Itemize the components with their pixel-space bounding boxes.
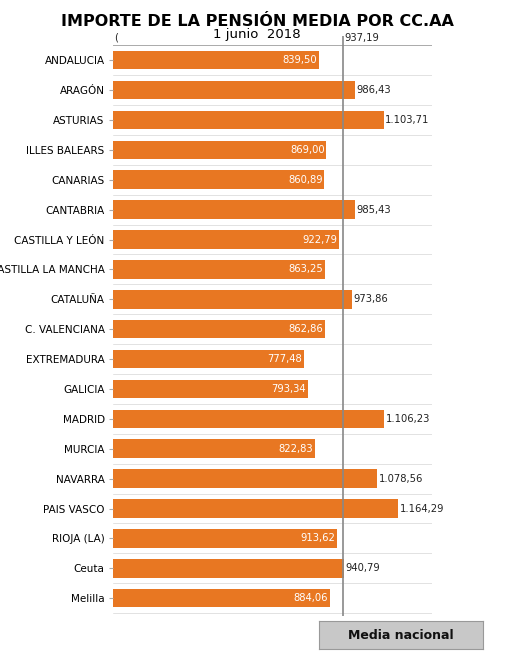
Bar bbox=[113, 559, 344, 577]
Text: 973,86: 973,86 bbox=[353, 295, 388, 304]
Text: 839,50: 839,50 bbox=[283, 55, 318, 65]
Text: 1.164,29: 1.164,29 bbox=[400, 503, 445, 513]
Bar bbox=[113, 529, 337, 548]
Bar bbox=[113, 350, 304, 368]
Text: (: ( bbox=[114, 33, 118, 43]
Text: 913,62: 913,62 bbox=[301, 533, 336, 544]
Text: 1.106,23: 1.106,23 bbox=[386, 414, 430, 424]
Bar bbox=[113, 171, 324, 189]
Text: 860,89: 860,89 bbox=[288, 175, 323, 185]
Text: 1 junio  2018: 1 junio 2018 bbox=[213, 28, 301, 42]
Text: 940,79: 940,79 bbox=[345, 563, 380, 573]
Bar bbox=[113, 320, 325, 339]
Bar bbox=[113, 290, 352, 308]
Text: 985,43: 985,43 bbox=[356, 205, 391, 215]
Text: 863,25: 863,25 bbox=[288, 264, 323, 274]
Text: 777,48: 777,48 bbox=[267, 354, 302, 364]
Bar bbox=[113, 111, 383, 129]
Bar bbox=[113, 81, 355, 100]
Text: 862,86: 862,86 bbox=[288, 324, 323, 334]
Bar bbox=[113, 410, 384, 428]
Bar bbox=[113, 260, 325, 279]
Bar bbox=[113, 469, 377, 488]
Text: 884,06: 884,06 bbox=[294, 593, 328, 603]
Bar bbox=[113, 440, 315, 458]
Bar bbox=[113, 500, 398, 518]
Text: 869,00: 869,00 bbox=[290, 145, 325, 155]
Text: 1.103,71: 1.103,71 bbox=[385, 115, 430, 125]
Text: 986,43: 986,43 bbox=[356, 85, 391, 95]
Text: Media nacional: Media nacional bbox=[348, 629, 454, 642]
Text: 793,34: 793,34 bbox=[271, 384, 306, 394]
Text: 922,79: 922,79 bbox=[303, 235, 338, 244]
Bar bbox=[113, 140, 326, 159]
Bar bbox=[113, 589, 330, 608]
Text: IMPORTE DE LA PENSIÓN MEDIA POR CC.AA: IMPORTE DE LA PENSIÓN MEDIA POR CC.AA bbox=[61, 14, 453, 30]
Text: 1.078,56: 1.078,56 bbox=[379, 474, 424, 484]
Text: 822,83: 822,83 bbox=[279, 444, 314, 454]
Bar bbox=[113, 230, 339, 249]
Bar bbox=[113, 200, 355, 219]
Bar bbox=[113, 380, 307, 398]
Bar bbox=[113, 51, 319, 69]
Text: 937,19: 937,19 bbox=[344, 33, 379, 43]
